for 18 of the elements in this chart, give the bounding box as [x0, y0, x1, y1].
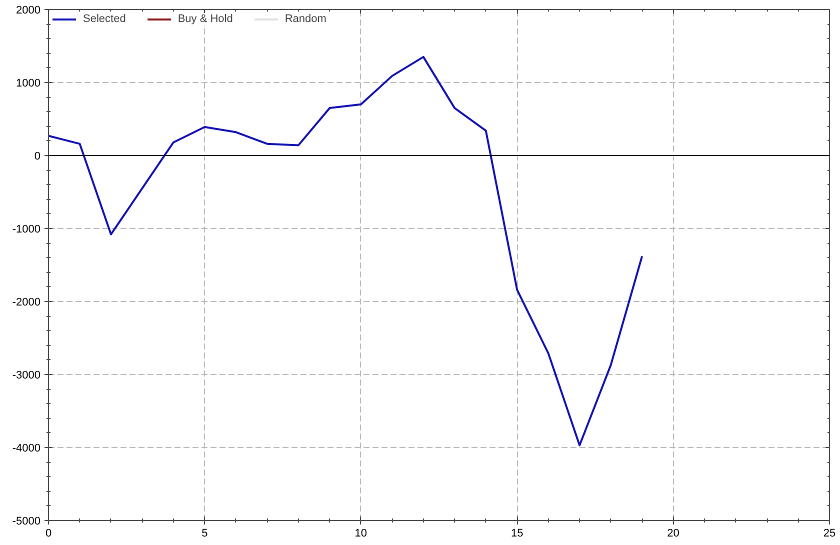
- y-tick-label: -2000: [12, 296, 41, 308]
- legend-label: Buy & Hold: [178, 13, 233, 25]
- y-tick-label: 1000: [16, 78, 41, 90]
- y-tick-label: -4000: [12, 442, 41, 454]
- x-tick-label: 10: [354, 528, 368, 540]
- legend-label: Random: [284, 13, 326, 25]
- line-series: [48, 56, 644, 446]
- y-tick-label: 0: [34, 150, 41, 162]
- x-tick-label: 20: [667, 528, 680, 540]
- x-tick-label: 0: [45, 528, 52, 540]
- y-tick-label: -5000: [12, 516, 41, 528]
- x-tick-label: 15: [510, 528, 524, 540]
- legend-label: Selected: [83, 13, 126, 25]
- y-tick-label: 2000: [16, 4, 41, 16]
- x-tick-label: 25: [823, 528, 836, 540]
- x-tick-label: 5: [202, 528, 208, 540]
- y-tick-label: -3000: [12, 370, 41, 382]
- y-tick-label: -1000: [12, 224, 41, 236]
